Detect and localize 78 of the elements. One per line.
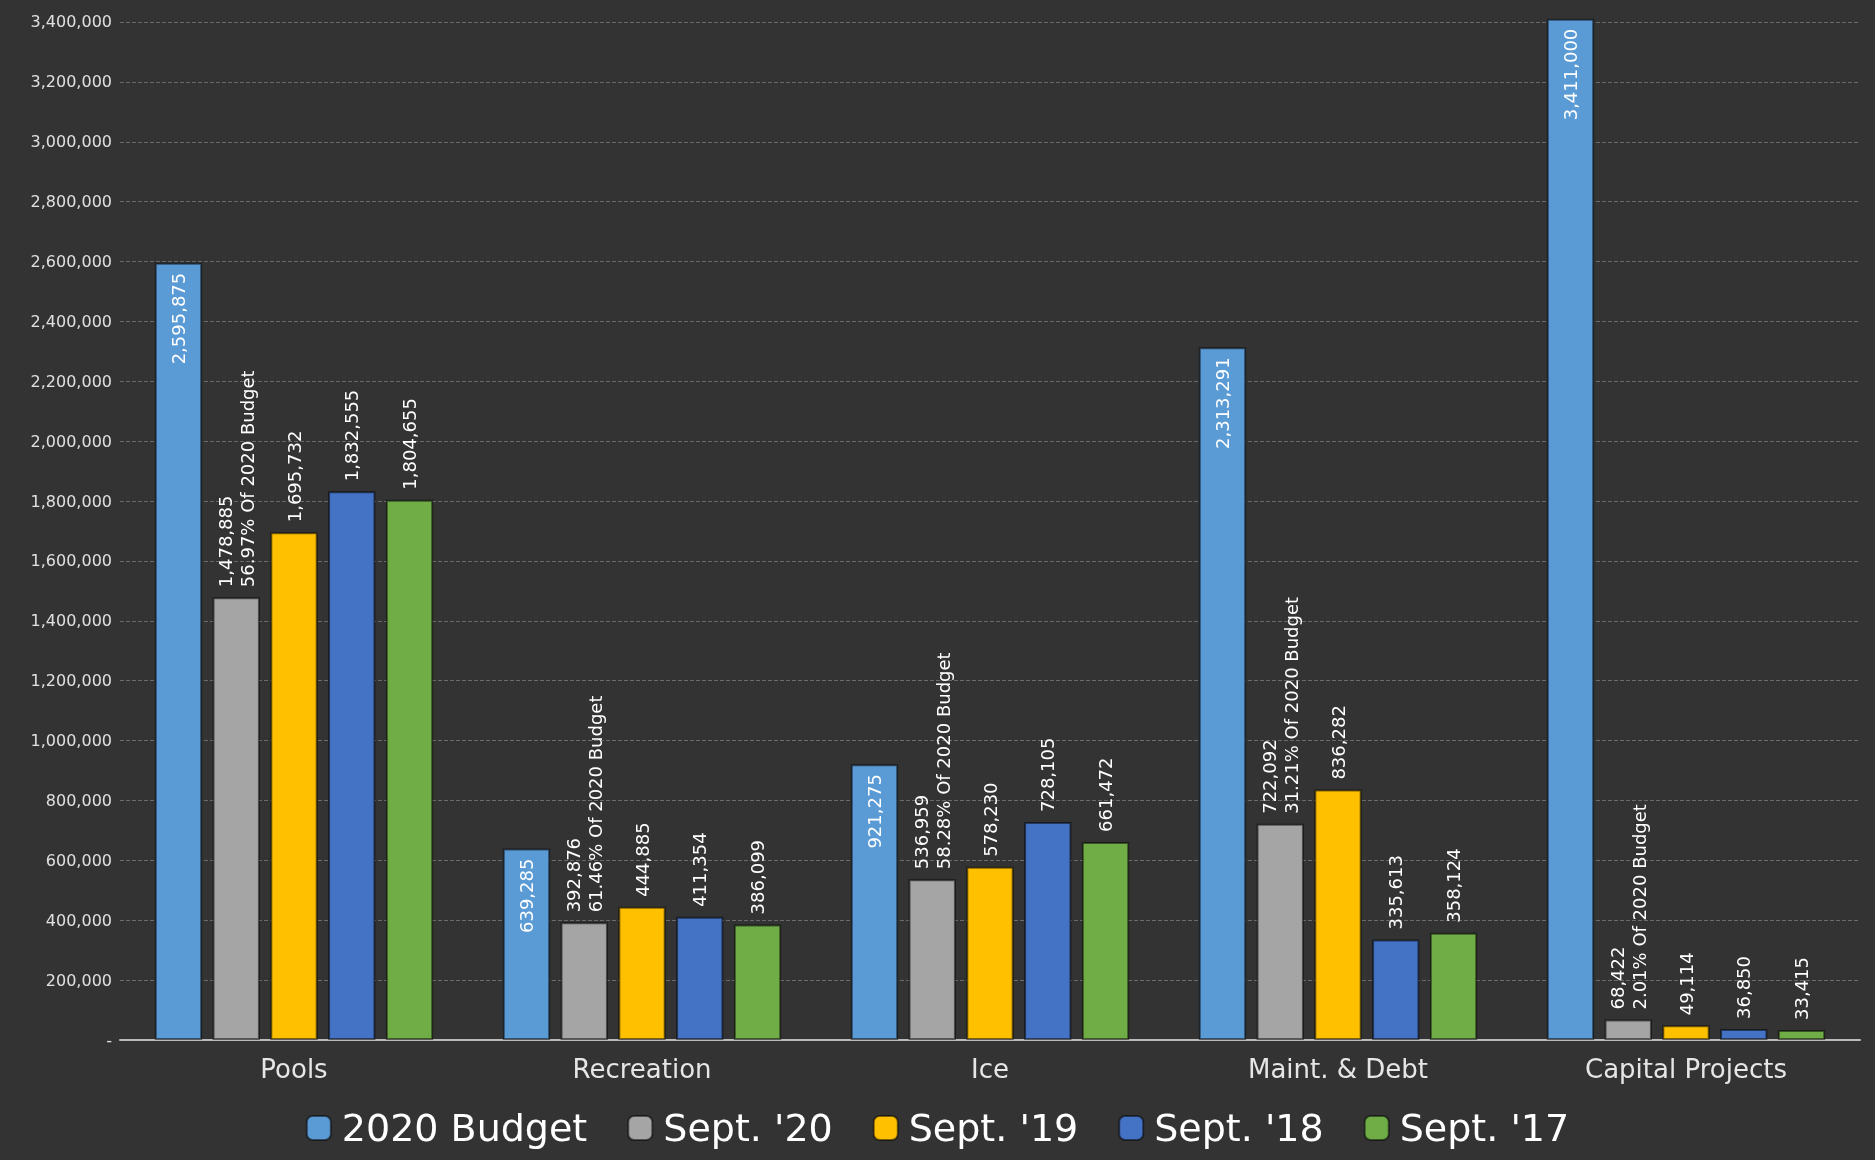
y-tick-label: 2,400,000	[30, 311, 112, 331]
bar	[1024, 821, 1072, 1040]
data-label: 411,354	[689, 832, 711, 907]
bar	[1777, 1029, 1826, 1040]
bar	[1314, 789, 1362, 1040]
y-tick-label: -	[106, 1030, 112, 1050]
bar	[850, 764, 899, 1040]
data-label: 386,099	[747, 839, 769, 915]
x-tick-label: Capital Projects	[1585, 1054, 1787, 1084]
bar	[618, 906, 666, 1040]
y-tick-label: 3,400,000	[30, 12, 112, 32]
y-tick-label: 1,200,000	[30, 671, 112, 691]
data-label: 2,313,291	[1211, 357, 1233, 449]
bar	[908, 879, 956, 1040]
data-label: 335,613	[1385, 855, 1407, 930]
data-label: 68,422 2.01% Of 2020 Budget	[1606, 804, 1650, 1010]
legend-label: Sept. '17	[1399, 1106, 1570, 1150]
data-label: 722,092 31.21% Of 2020 Budget	[1258, 596, 1302, 814]
data-label: 2,595,875	[167, 272, 189, 365]
bar	[270, 532, 318, 1040]
y-tick-label: 2,200,000	[30, 371, 112, 391]
data-label: 36,850	[1733, 955, 1755, 1019]
data-label: 1,832,555	[341, 389, 363, 482]
y-tick-label: 1,000,000	[30, 731, 112, 751]
legend-label: Sept. '20	[663, 1106, 833, 1150]
x-tick-label: Pools	[260, 1054, 328, 1084]
data-label: 3,411,000	[1559, 28, 1581, 121]
data-label: 444,885	[631, 822, 653, 897]
y-tick-label: 1,600,000	[30, 551, 112, 571]
y-tick-label: 800,000	[45, 790, 112, 810]
bar	[1429, 932, 1478, 1040]
bar	[1081, 841, 1130, 1040]
y-tick-label: 200,000	[45, 970, 112, 990]
y-tick-label: 2,600,000	[30, 252, 112, 272]
bar	[1546, 18, 1595, 1040]
data-label: 49,114	[1675, 952, 1697, 1016]
bar	[154, 262, 203, 1040]
bar	[676, 916, 724, 1040]
bar	[1256, 823, 1304, 1040]
bar	[560, 922, 608, 1040]
legend-label: 2020 Budget	[341, 1106, 588, 1150]
bar	[733, 924, 782, 1040]
bar	[1662, 1025, 1710, 1040]
data-label: 536,959 58.28% Of 2020 Budget	[910, 652, 954, 870]
data-label: 392,876 61.46% Of 2020 Budget	[562, 695, 606, 913]
y-tick-label: 1,400,000	[30, 611, 112, 631]
bar	[212, 597, 260, 1040]
bar	[328, 491, 376, 1040]
x-tick-label: Maint. & Debt	[1247, 1054, 1429, 1084]
bar	[1720, 1028, 1768, 1040]
data-label: 921,275	[863, 774, 885, 849]
data-label: 836,282	[1327, 705, 1349, 780]
x-tick-label: Ice	[971, 1054, 1009, 1084]
data-label: 358,124	[1443, 848, 1465, 923]
bar	[1198, 347, 1247, 1040]
data-label: 1,804,655	[399, 398, 421, 490]
bar	[1372, 939, 1420, 1040]
bar	[385, 499, 434, 1040]
bar	[1604, 1019, 1652, 1040]
y-tick-label: 1,800,000	[30, 491, 112, 511]
data-label: 639,285	[515, 858, 537, 934]
x-tick-label: Recreation	[572, 1054, 712, 1084]
data-label: 33,415	[1791, 957, 1813, 1020]
y-tick-label: 3,200,000	[30, 72, 112, 92]
y-tick-label: 2,000,000	[30, 431, 112, 451]
legend-label: Sept. '18	[1154, 1106, 1324, 1150]
data-label: 578,230	[979, 782, 1001, 857]
data-label: 1,478,885 56.97% Of 2020 Budget	[214, 370, 258, 588]
y-tick-label: 600,000	[45, 850, 112, 870]
bar	[966, 866, 1014, 1040]
data-label: 661,472	[1095, 757, 1117, 832]
data-label: 1,695,732	[283, 430, 305, 523]
y-tick-label: 3,000,000	[30, 132, 112, 152]
data-label: 728,105	[1037, 737, 1059, 812]
bar	[502, 848, 551, 1040]
y-tick-label: 2,800,000	[30, 192, 112, 212]
y-tick-label: 400,000	[45, 910, 112, 930]
legend-label: Sept. '19	[908, 1106, 1079, 1150]
